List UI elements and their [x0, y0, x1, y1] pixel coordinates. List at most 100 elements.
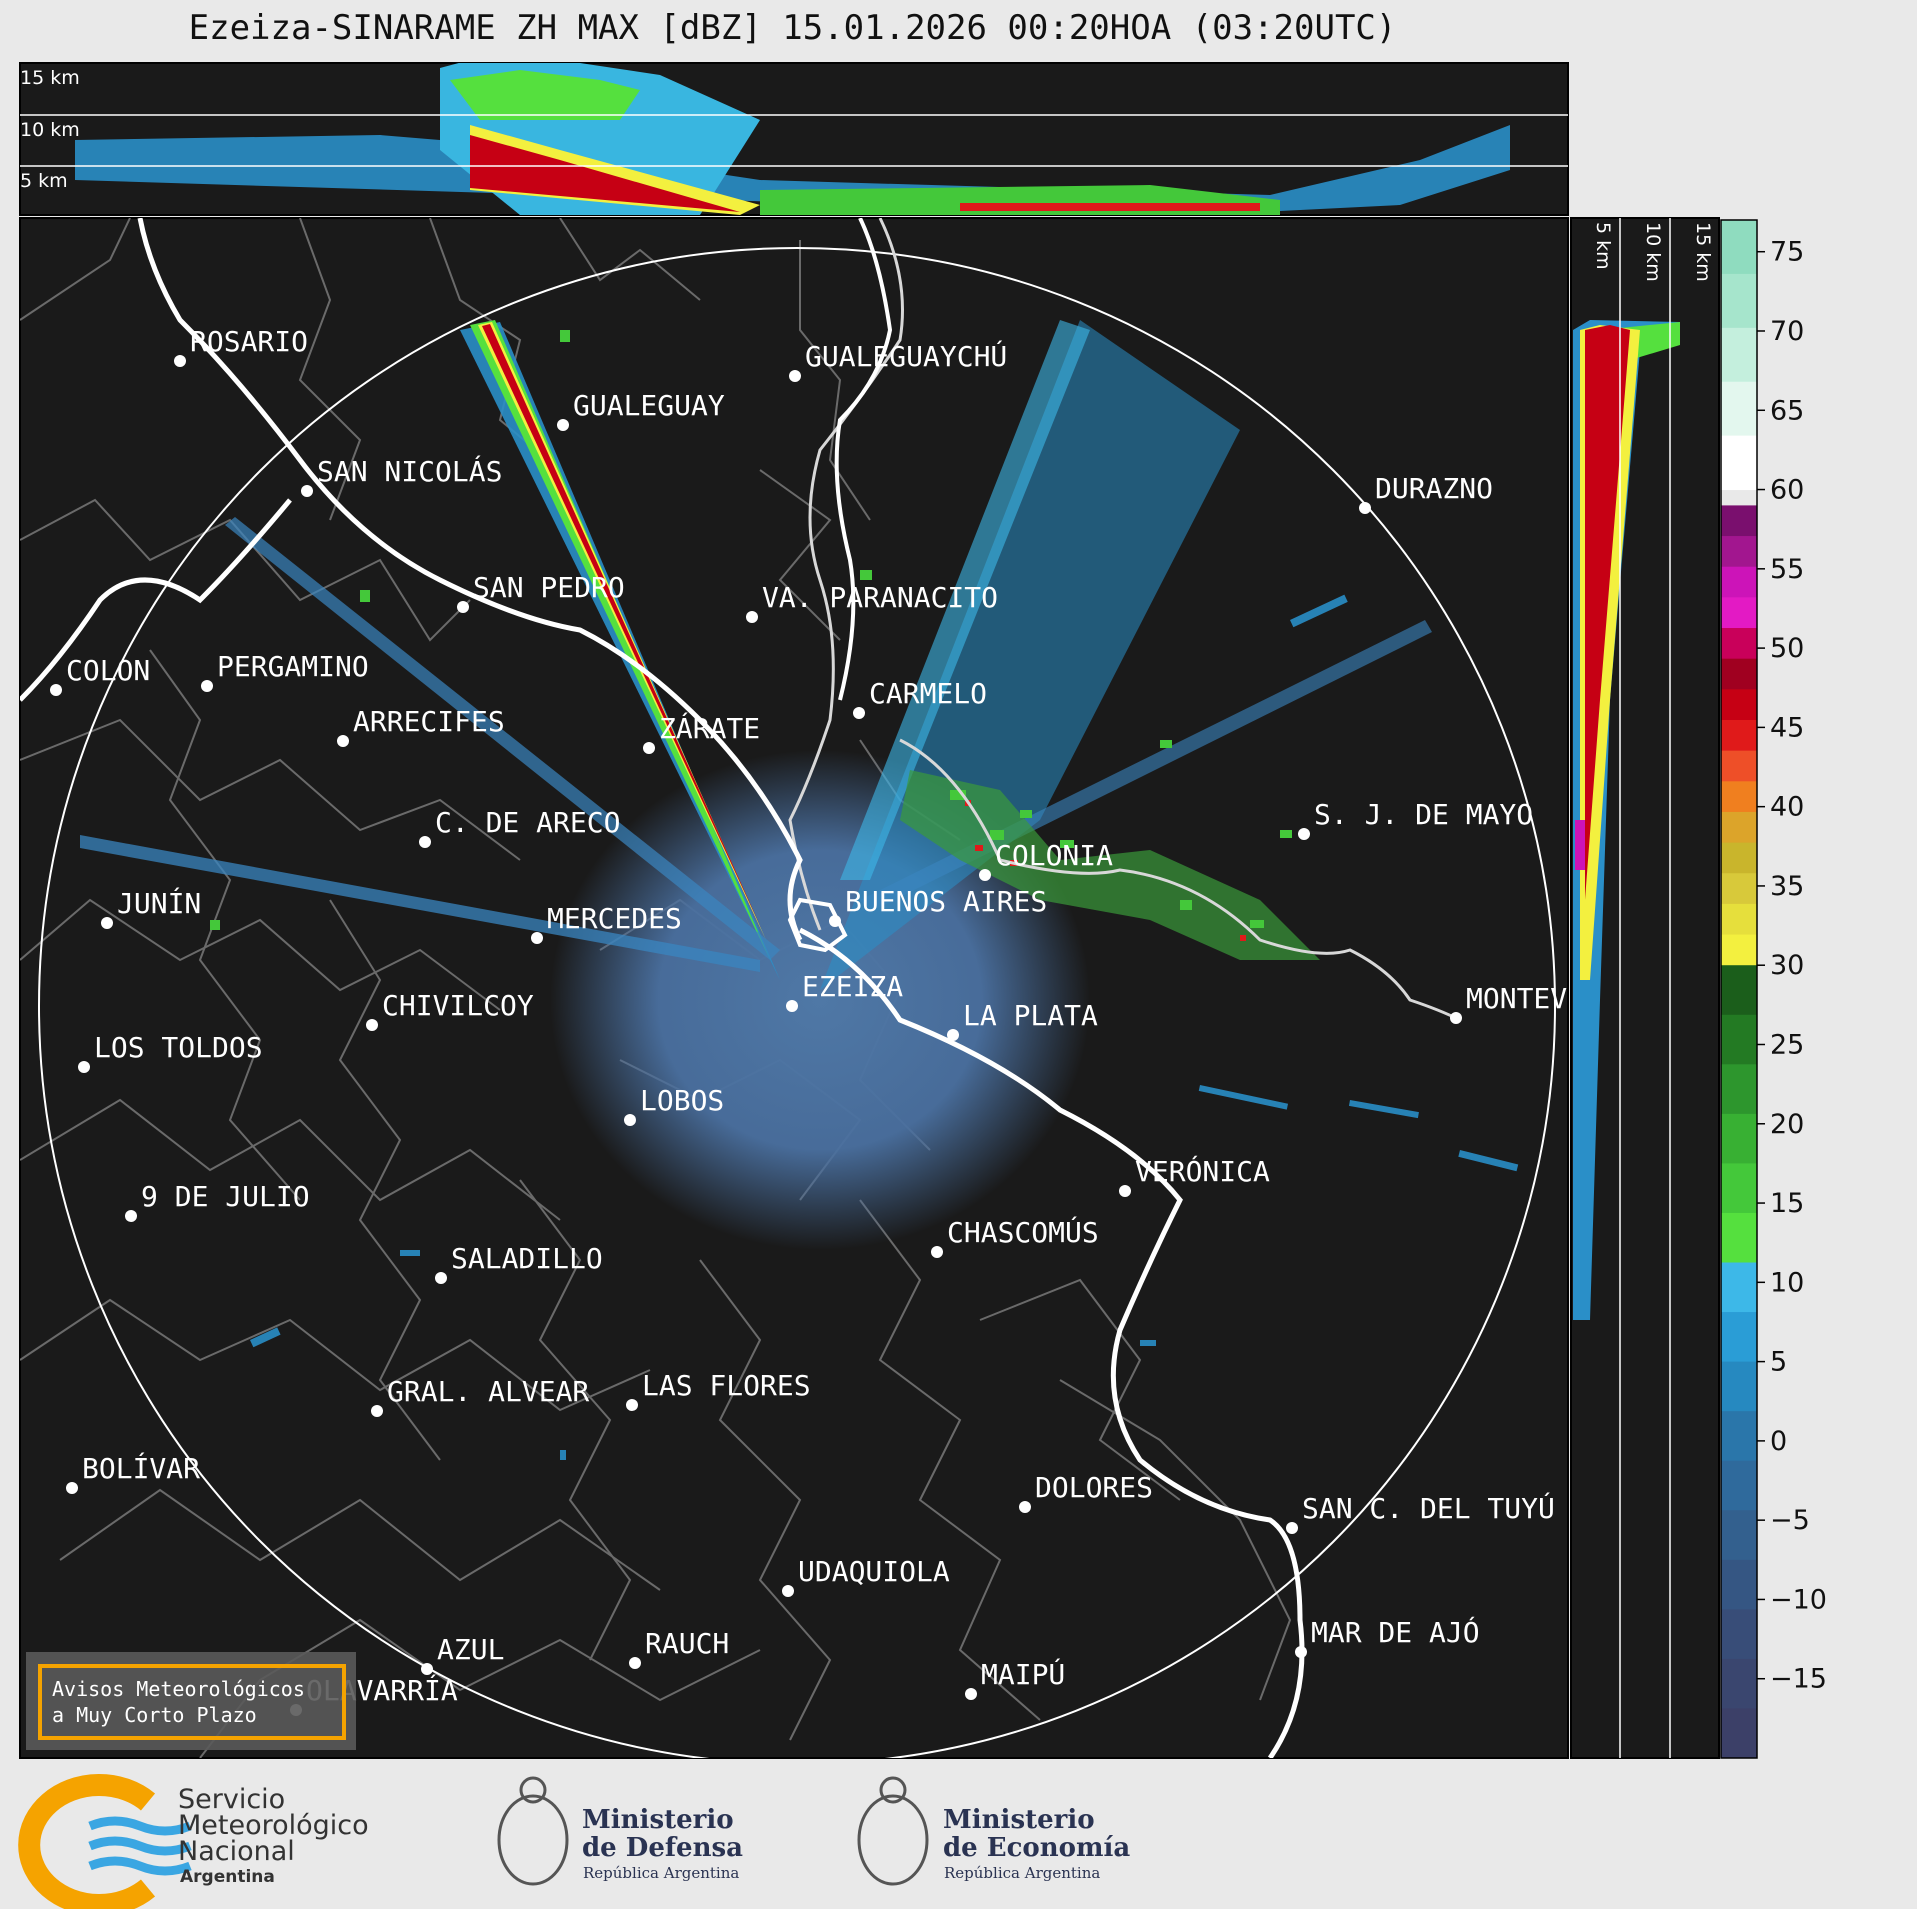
top-15km-label: 15 km: [20, 67, 80, 89]
city-label: CHASCOMÚS: [947, 1215, 1099, 1249]
economia-text-3: República Argentina: [944, 1864, 1100, 1882]
city-s-j-de-mayo: S. J. DE MAYO: [1298, 798, 1533, 840]
city-rosario: ROSARIO: [174, 325, 308, 367]
city-pergamino: PERGAMINO: [201, 650, 369, 692]
city-marker-dot: [789, 370, 801, 382]
city-label: ROSARIO: [190, 325, 308, 358]
city-san-nicol-s: SAN NICOLÁS: [301, 454, 502, 497]
city-marker-dot: [419, 836, 431, 848]
colorbar-swatch: [1721, 1658, 1757, 1709]
top-echo-red-right: [960, 203, 1260, 211]
colorbar-swatch: [1721, 1212, 1757, 1264]
colorbar-swatches: [1721, 220, 1757, 1759]
city-saladillo: SALADILLO: [435, 1242, 603, 1284]
colorbar-swatch: [1721, 1411, 1757, 1462]
colorbar-tick-label: −15: [1770, 1664, 1827, 1695]
city-label: SAN C. DEL TUYÚ: [1302, 1491, 1555, 1525]
city-marker-dot: [366, 1019, 378, 1031]
colorbar-swatch: [1721, 811, 1757, 844]
colorbar-swatch: [1721, 719, 1757, 752]
side-10km-label: 10 km: [1642, 222, 1664, 282]
city-label: MONTEVIDEO: [1466, 982, 1635, 1015]
city-marker-dot: [301, 485, 313, 497]
notice-frame: [38, 1664, 346, 1740]
colorbar-swatch: [1721, 903, 1757, 936]
colorbar-swatch: [1721, 1510, 1757, 1561]
range-ring: [38, 247, 1556, 1758]
colorbar-tick-label: 40: [1770, 792, 1804, 823]
colorbar-tick-label: 5: [1770, 1347, 1787, 1378]
city-montevideo: MONTEVIDEO: [1450, 982, 1635, 1024]
city-marker-dot: [979, 869, 991, 881]
city-label: VA. PARANACITO: [762, 581, 998, 614]
city-marker-dot: [626, 1399, 638, 1411]
city-buenos-aires: BUENOS AIRES: [829, 885, 1047, 927]
city-z-rate: ZÁRATE: [643, 711, 760, 754]
city-marker-dot: [557, 419, 569, 431]
city-ezeiza: EZEIZA: [786, 970, 903, 1012]
colorbar-swatch: [1721, 435, 1757, 491]
city-marker-dot: [965, 1688, 977, 1700]
city-marker-dot: [457, 601, 469, 613]
city-label: SALADILLO: [451, 1242, 603, 1275]
city-label: VERÓNICA: [1135, 1154, 1270, 1188]
city-marker-dot: [1450, 1012, 1462, 1024]
colorbar-tick-label: 70: [1770, 316, 1804, 347]
radar-map-panel: ROSARIO GUALEGUAYCHÚ GUALEGUAY SAN NICOLÁS D…: [19, 217, 1635, 1759]
city-markers: ROSARIO GUALEGUAYCHÚ GUALEGUAY SAN NICOLÁS D…: [50, 325, 1635, 1716]
city-label: JUNÍN: [117, 886, 201, 920]
colorbar-tick-label: −5: [1770, 1505, 1810, 1536]
city-gualeguay: GUALEGUAY: [557, 389, 725, 431]
colorbar-swatch: [1721, 934, 1757, 966]
city-marker-dot: [782, 1585, 794, 1597]
city-label: PERGAMINO: [217, 650, 369, 683]
colorbar-tick-label: 30: [1770, 950, 1804, 981]
economia-text-2: de Economía: [943, 1833, 1130, 1863]
city-marker-dot: [125, 1210, 137, 1222]
city-marker-dot: [829, 915, 841, 927]
city-marker-dot: [746, 611, 758, 623]
city-label: BOLÍVAR: [82, 1451, 200, 1485]
colorbar-tick-label: 25: [1770, 1029, 1804, 1060]
city-dolores: DOLORES: [1019, 1471, 1153, 1513]
city-marker-dot: [531, 932, 543, 944]
city-label: MERCEDES: [547, 902, 682, 935]
colorbar-swatch: [1721, 842, 1757, 874]
city-gral-alvear: GRAL. ALVEAR: [371, 1375, 589, 1417]
city-marker-dot: [947, 1029, 959, 1041]
city-label: CHIVILCOY: [382, 989, 534, 1022]
defensa-text-2: de Defensa: [582, 1833, 743, 1863]
smn-text-1: Servicio: [178, 1784, 285, 1815]
city-marker-dot: [629, 1657, 641, 1669]
side-15km-label: 15 km: [1692, 222, 1714, 282]
city-colon: COLON: [50, 654, 150, 696]
city-marker-dot: [853, 707, 865, 719]
colorbar-swatch: [1721, 1113, 1757, 1164]
city-label: C. DE ARECO: [435, 806, 620, 839]
city-marker-dot: [643, 742, 655, 754]
top-10km-label: 10 km: [20, 119, 80, 141]
defensa-text-3: República Argentina: [583, 1864, 739, 1882]
city-9-de-julio: 9 DE JULIO: [125, 1180, 310, 1222]
city-la-plata: LA PLATA: [947, 999, 1098, 1041]
colorbar-swatch: [1721, 1361, 1757, 1412]
colorbar-swatch: [1721, 381, 1757, 437]
echo-spoke-green: [470, 320, 770, 960]
colorbar-swatch: [1721, 1262, 1757, 1313]
colorbar-swatch: [1721, 781, 1757, 813]
side-height-panel: 5 km 10 km 15 km: [1570, 217, 1720, 1759]
echo-scatter: [249, 594, 1519, 1460]
smn-text-3: Nacional: [178, 1836, 295, 1867]
colorbar-tick-label: 65: [1770, 395, 1804, 426]
smn-sun-icon: [18, 1774, 156, 1909]
colorbar-swatch: [1721, 689, 1757, 721]
colorbar-tick-label: 45: [1770, 712, 1804, 743]
colorbar-swatch: [1721, 1064, 1757, 1115]
city-durazno: DURAZNO: [1359, 472, 1493, 514]
colorbar-swatch: [1721, 566, 1757, 598]
notice-box: Avisos Meteorológicos a Muy Corto Plazo: [26, 1652, 356, 1750]
notice-line2: a Muy Corto Plazo: [52, 1703, 257, 1727]
